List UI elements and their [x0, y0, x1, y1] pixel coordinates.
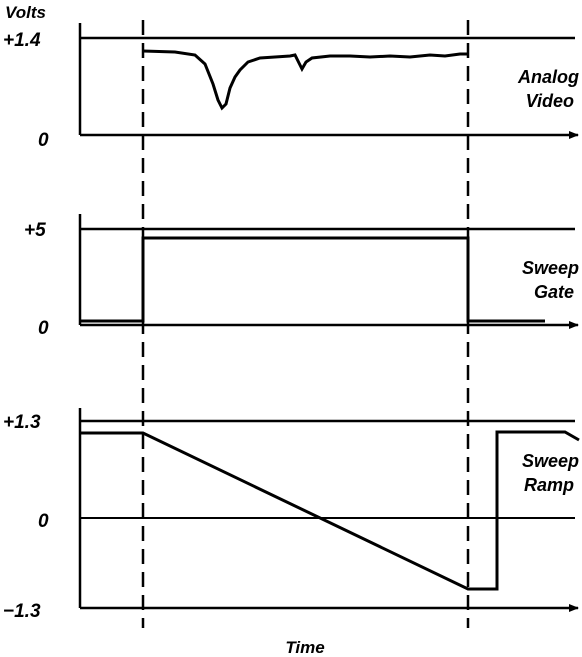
sweep-ramp-bottom-value: −1.3 — [3, 601, 41, 622]
analog-video-name-line2: Video — [526, 91, 574, 111]
sweep-ramp-zero-value: 0 — [38, 511, 49, 532]
sweep-ramp-top-value: +1.3 — [3, 412, 41, 433]
volts-axis-label: Volts — [5, 3, 46, 22]
analog-video-top-value: +1.4 — [3, 30, 41, 51]
sweep-gate-panel: +5 0 Sweep Gate — [24, 214, 579, 339]
sweep-ramp-waveform — [80, 430, 580, 591]
sweep-gate-zero-value: 0 — [38, 318, 49, 339]
sweep-gate-waveform — [80, 236, 545, 323]
analog-video-name-line1: Analog — [517, 67, 579, 87]
sweep-gate-name-line1: Sweep — [522, 258, 579, 278]
time-axis-label: Time — [285, 638, 324, 657]
analog-video-zero-value: 0 — [38, 130, 49, 151]
analog-video-waveform — [142, 49, 468, 111]
sweep-ramp-name-line2: Ramp — [524, 475, 574, 495]
sweep-gate-top-value: +5 — [24, 220, 46, 241]
sweep-ramp-panel: +1.3 0 −1.3 Sweep Ramp — [3, 408, 580, 622]
analog-video-panel: +1.4 0 Analog Video — [3, 23, 579, 151]
sweep-gate-name-line2: Gate — [534, 282, 574, 302]
sweep-ramp-name-line1: Sweep — [522, 451, 579, 471]
